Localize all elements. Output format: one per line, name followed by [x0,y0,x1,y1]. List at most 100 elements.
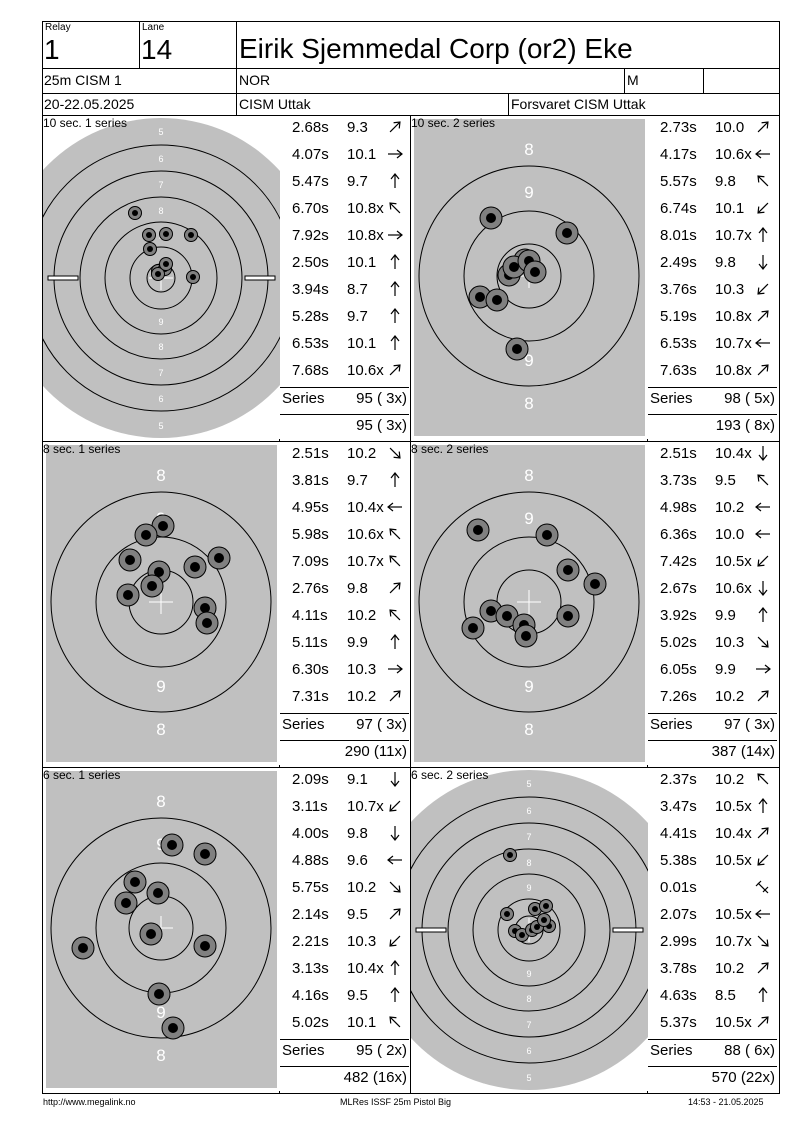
shot-time: 4.11s [292,607,328,624]
shot-direction [754,199,772,217]
shot-row: 2.68s 9.3 [280,115,409,142]
arrow-right-icon [756,664,771,674]
shot-time: 4.41s [660,825,697,842]
series-title: 8 sec. 2 series [411,442,489,456]
shot-score: 10.2 [347,607,377,624]
shot-time: 2.21s [292,933,329,950]
shot-time: 6.36s [660,526,697,543]
shot-direction [386,579,404,597]
shot-score: 9.5 [347,987,368,1004]
shot-direction [754,770,772,788]
arrow-up-left-icon [757,773,769,785]
shot-score: 10.5x [715,798,752,815]
shot-row: 3.73s 9.5 [648,468,777,495]
shot-row: 4.11s 10.2 [280,603,409,630]
shot-row: 2.99s 10.7x [648,929,777,956]
shot-time: 5.37s [660,1014,697,1031]
shot-direction [754,824,772,842]
shot-time: 5.19s [660,308,697,325]
footer-url[interactable]: http://www.megalink.no [43,1097,136,1107]
series-title: 6 sec. 1 series [43,768,121,782]
shot-time: 2.51s [660,445,697,462]
shot-score: 10.3 [347,933,377,950]
shot-score: 10.2 [347,688,377,705]
shot-direction [754,606,772,624]
shot-direction [754,334,772,352]
shot-time: 2.67s [660,580,697,597]
shot-time: 5.38s [660,852,697,869]
shot-direction [386,226,404,244]
ring-label: 9 [524,677,533,696]
relay-label: Relay [45,22,71,33]
arrow-right-icon [388,230,403,240]
series-title: 6 sec. 2 series [411,768,489,782]
series-total: 95 ( 2x) [356,1042,407,1059]
shot-row: 5.75s 10.2 [280,875,409,902]
shot-score: 10.5x [715,1014,752,1031]
shot-direction [754,361,772,379]
shot-score: 9.9 [715,607,736,624]
arrow-up-left-icon [389,528,401,540]
shot-time: 5.47s [292,173,329,190]
shot-score: 10.2 [715,771,745,788]
shot-hole [485,288,509,312]
shot-row: 7.63s 10.8x [648,358,777,385]
shot-time: 4.88s [292,852,329,869]
shot-score: 10.6x [347,526,384,543]
shot-hole [537,913,551,927]
shot-score: 10.7x [347,798,384,815]
ring-label: 7 [158,180,163,190]
shot-score: 9.8 [715,173,736,190]
shot-direction [754,498,772,516]
arrow-up-icon [758,227,768,242]
shot-time: 5.02s [660,634,697,651]
arrow-down-icon [758,255,768,270]
shot-row: 4.88s 9.6 [280,848,409,875]
shot-row: 5.98s 10.6x [280,522,409,549]
shot-row: 3.47s 10.5x [648,794,777,821]
arrow-down-left-icon [389,935,401,947]
shot-table: 2.68s 9.3 4.07s 10.1 5.47s 9.7 6.70s 10.8x 7.92s… [280,115,409,441]
shot-hole [142,228,156,242]
shot-score: 10.3 [347,661,377,678]
shot-row: 5.38s 10.5x [648,848,777,875]
shot-row: 2.21s 10.3 [280,929,409,956]
shot-direction [754,307,772,325]
shot-score: 10.2 [347,445,377,462]
shot-direction [386,905,404,923]
shot-row: 5.37s 10.5x [648,1010,777,1037]
shot-time: 7.63s [660,362,697,379]
arrow-up-icon [390,254,400,269]
side-marker-right [612,927,644,933]
shot-direction [386,552,404,570]
shot-hole [116,583,140,607]
shot-direction [386,145,404,163]
ring-label: 8 [524,394,533,413]
arrow-left-icon [755,502,770,512]
arrow-up-icon [390,281,400,296]
shot-direction [754,525,772,543]
arrow-down-left-icon [757,202,769,214]
shot-score: 10.2 [715,688,745,705]
series-total: 88 ( 6x) [724,1042,775,1059]
series-label: Series [650,1042,693,1059]
series-label: Series [650,390,693,407]
arrow-up-left-icon [389,202,401,214]
shot-time: 5.11s [292,634,328,651]
shot-score: 10.7x [715,933,752,950]
ring-label: 9 [526,969,531,979]
shot-hole [503,848,517,862]
shot-hole [183,555,207,579]
ring-label: 8 [156,792,165,811]
arrow-up-icon [390,308,400,323]
shot-hole [159,227,173,241]
shot-time: 5.75s [292,879,329,896]
arrow-up-icon [390,472,400,487]
shot-direction [754,932,772,950]
arrow-up-left-icon [389,609,401,621]
shot-direction [386,959,404,977]
shot-row: 4.16s 9.5 [280,983,409,1010]
shot-time: 2.68s [292,119,329,136]
ring-label: 7 [526,832,531,842]
shot-score: 9.7 [347,173,368,190]
